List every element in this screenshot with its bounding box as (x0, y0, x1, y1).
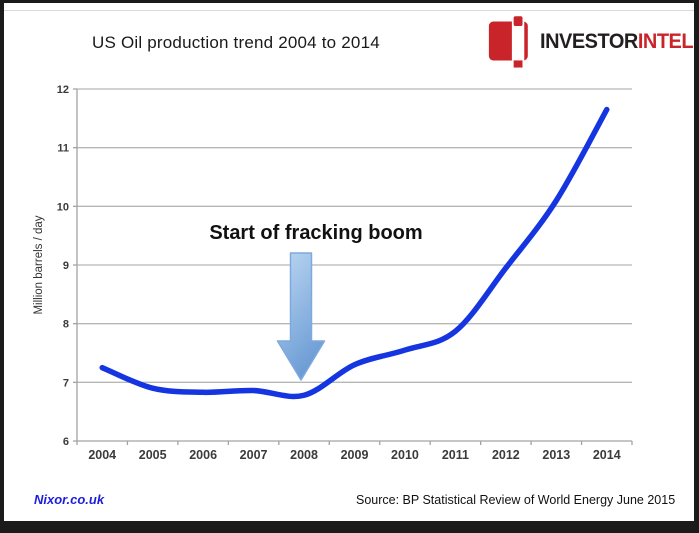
investorintel-logo: INVESTORINTEL (488, 13, 699, 69)
chart-title: US Oil production trend 2004 to 2014 (92, 33, 380, 52)
y-tick-label: 12 (57, 84, 69, 96)
x-tick-label: 2011 (442, 448, 469, 462)
x-tick-label: 2007 (240, 448, 268, 462)
x-tick-label: 2006 (189, 448, 217, 462)
y-tick-label: 8 (63, 319, 69, 331)
y-tick-label: 10 (57, 201, 69, 213)
annotation-label: Start of fracking boom (209, 222, 423, 244)
y-tick-label: 7 (63, 377, 69, 389)
x-tick-label: 2013 (542, 448, 570, 462)
source-caption: Source: BP Statistical Review of World E… (356, 493, 676, 507)
logo-text: INVESTORINTEL (540, 30, 694, 54)
x-tick-label: 2004 (88, 448, 116, 462)
down-arrow-icon (276, 252, 326, 381)
x-tick-label: 2005 (139, 448, 167, 462)
y-tick-label: 9 (63, 260, 69, 272)
slide-top-rule (4, 10, 694, 11)
y-tick-label: 6 (63, 436, 69, 448)
logo-text-investor: INVESTOR (540, 30, 638, 53)
watermark-link[interactable]: Nixor.co.uk (34, 492, 105, 507)
line-chart: 6 7 8 9 10 11 12 2004 2005 2006 2007 2008 2009 2010 20… (33, 84, 633, 462)
y-tick-label: 11 (57, 143, 69, 155)
x-tick-label: 2014 (593, 448, 621, 462)
x-tick-label: 2008 (290, 448, 318, 462)
production-line (99, 106, 610, 400)
x-tick-label: 2012 (492, 448, 520, 462)
x-tick-label: 2009 (341, 448, 369, 462)
logo-text-intel: INTEL (637, 30, 694, 53)
x-tick-label: 2010 (391, 448, 419, 462)
investorintel-mark-icon (488, 16, 528, 68)
y-axis-title: Million barrels / day (33, 215, 45, 314)
slide-canvas: US Oil production trend 2004 to 2014 INV… (4, 3, 694, 521)
